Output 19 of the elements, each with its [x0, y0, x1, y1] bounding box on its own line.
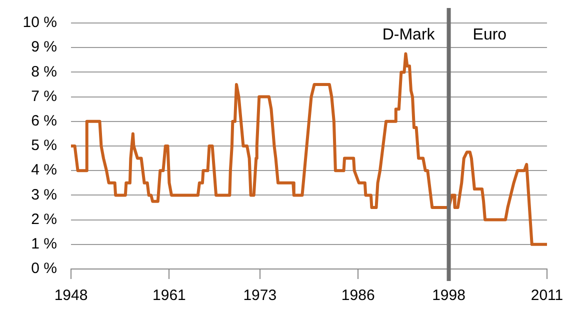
x-tick-label: 1973: [243, 287, 277, 304]
y-tick-label: 8 %: [31, 63, 57, 80]
y-tick-label: 0 %: [31, 260, 57, 278]
y-tick-label: 9 %: [31, 38, 57, 56]
y-tick-label: 7 %: [31, 88, 57, 105]
y-tick-label: 4 %: [31, 162, 57, 179]
y-tick-label: 1 %: [31, 236, 57, 253]
x-tick-label: 2011: [530, 287, 564, 304]
x-tick-label: 1948: [54, 287, 88, 304]
annotation: Euro: [472, 26, 507, 44]
x-tick-label: 1961: [152, 287, 186, 304]
y-tick-label: 5 %: [31, 137, 57, 154]
y-tick-label: 2 %: [31, 210, 57, 228]
y-tick-label: 10 %: [22, 14, 57, 32]
y-tick-label: 3 %: [31, 186, 57, 204]
x-tick-label: 1986: [341, 287, 375, 304]
x-tick-label: 1998: [432, 287, 466, 304]
annotation: D-Mark: [382, 26, 436, 44]
y-tick-label: 6 %: [31, 112, 57, 130]
